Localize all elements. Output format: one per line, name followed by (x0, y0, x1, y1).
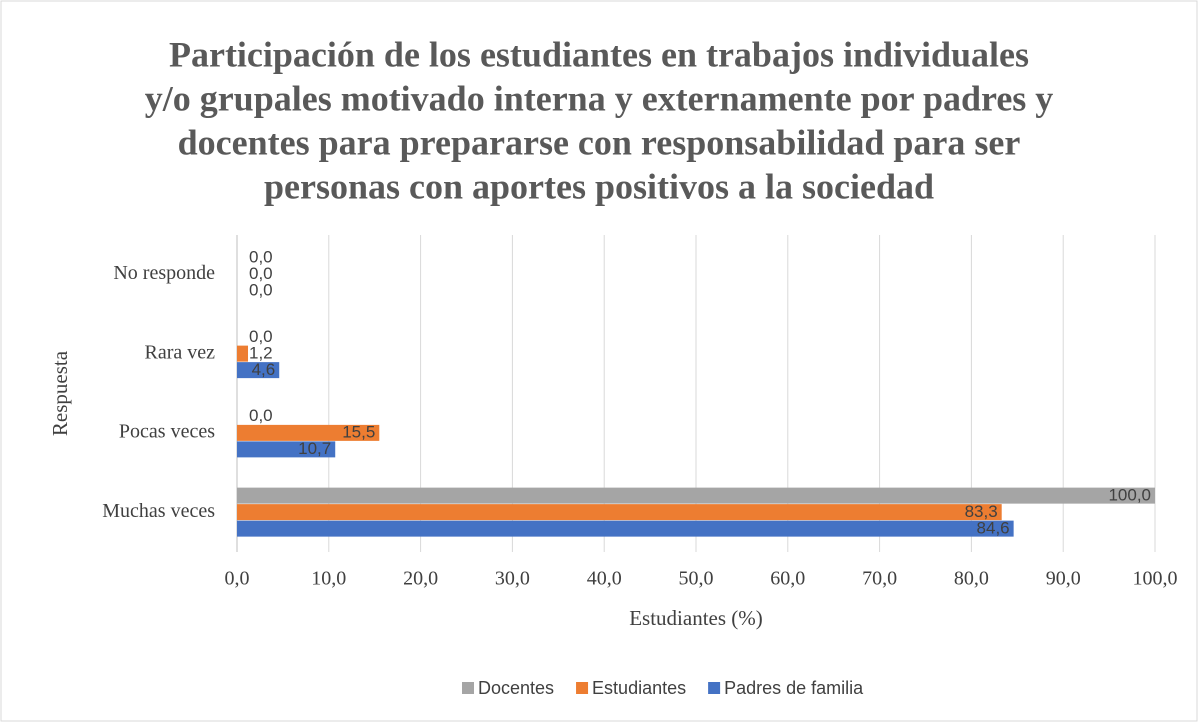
x-axis-label: Estudiantes (%) (629, 606, 763, 630)
x-tick-label: 10,0 (311, 568, 346, 590)
x-tick-label: 70,0 (862, 568, 897, 590)
data-label: 83,3 (965, 502, 998, 521)
data-label: 15,5 (342, 423, 375, 442)
bar (237, 345, 249, 362)
legend-label: Estudiantes (592, 678, 686, 698)
data-label: 10,7 (298, 439, 331, 458)
x-tick-label: 0,0 (225, 568, 250, 590)
legend-swatch (708, 682, 721, 694)
x-tick-label: 40,0 (587, 568, 622, 590)
x-tick-label: 60,0 (770, 568, 805, 590)
x-tick-label: 100,0 (1133, 568, 1178, 590)
y-tick-label: No responde (113, 262, 215, 284)
data-label: 0,0 (249, 406, 273, 425)
data-label: 100,0 (1108, 485, 1151, 504)
data-label: 4,6 (252, 360, 276, 379)
chart-title: docentes para prepararse con responsabil… (178, 122, 1021, 162)
x-tick-label: 90,0 (1046, 568, 1081, 590)
y-tick-label: Rara vez (144, 341, 215, 363)
bar (237, 362, 280, 379)
x-tick-label: 20,0 (403, 568, 438, 590)
chart-title: y/o grupales motivado interna y externam… (145, 78, 1054, 118)
y-axis-label: Respuesta (48, 350, 72, 436)
data-label: 0,0 (249, 281, 273, 300)
bar (237, 504, 1002, 521)
legend-swatch (576, 682, 589, 694)
x-tick-label: 80,0 (954, 568, 989, 590)
bar (237, 487, 1155, 504)
bar (237, 441, 336, 458)
data-label: 0,0 (249, 264, 273, 283)
legend-swatch (462, 682, 474, 694)
data-label: 1,2 (249, 343, 273, 362)
bar (237, 424, 380, 441)
chart-title: Participación de los estudiantes en trab… (169, 34, 1029, 74)
bar (237, 520, 1014, 537)
legend-label: Docentes (478, 678, 554, 698)
chart-title: personas con aportes positivos a la soci… (264, 166, 934, 206)
x-tick-label: 30,0 (495, 568, 530, 590)
y-tick-label: Muchas veces (102, 500, 215, 522)
data-label: 0,0 (249, 248, 273, 267)
legend-label: Padres de familia (724, 678, 864, 698)
x-tick-label: 50,0 (679, 568, 714, 590)
data-label: 0,0 (249, 327, 273, 346)
y-tick-label: Pocas veces (119, 421, 215, 443)
data-label: 84,6 (977, 518, 1010, 537)
